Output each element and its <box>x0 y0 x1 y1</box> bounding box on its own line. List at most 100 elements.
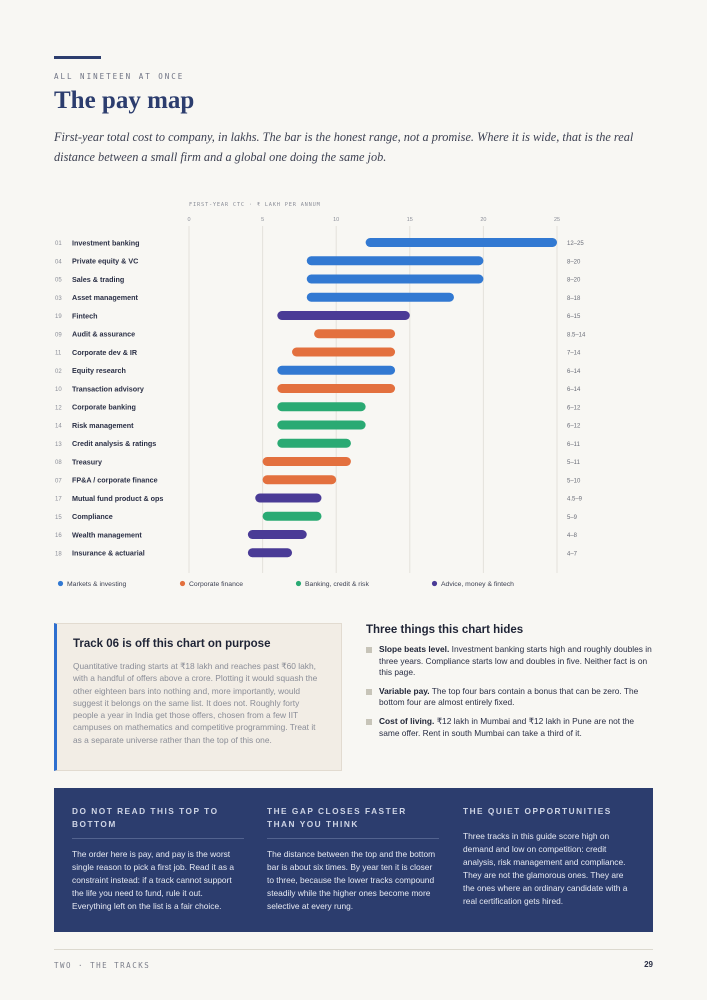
caveat-item: Cost of living. ₹12 lakh in Mumbai and ₹… <box>366 716 656 739</box>
x-tick-label: 20 <box>480 217 486 223</box>
legend-dot <box>431 580 438 587</box>
row-label: Treasury <box>72 457 102 466</box>
accent-line <box>54 56 101 59</box>
row-number: 02 <box>55 369 62 375</box>
row-number: 03 <box>55 296 62 302</box>
row-label: Audit & assurance <box>72 330 135 339</box>
range-bar <box>262 457 351 466</box>
x-tick-label: 10 <box>333 217 339 223</box>
caveats-title: Three things this chart hides <box>366 624 524 636</box>
range-label: 5–10 <box>567 478 581 484</box>
row-label: Sales & trading <box>72 275 124 284</box>
range-label: 6–11 <box>567 442 581 448</box>
row-number: 12 <box>55 405 62 411</box>
advice-band: DO NOT READ THIS TOP TO BOTTOM The order… <box>54 788 653 932</box>
callout-body: Quantitative trading starts at ₹18 lakh … <box>73 661 318 745</box>
column-heading: THE QUIET OPPORTUNITIES <box>463 806 612 816</box>
row-number: 09 <box>55 332 62 338</box>
caveat-lead: Variable pay. <box>379 685 430 696</box>
range-bar <box>292 347 396 357</box>
range-bar <box>306 256 484 266</box>
legend-label: Markets & investing <box>67 581 127 588</box>
caveat-item: Slope beats level. Investment banking st… <box>366 644 656 679</box>
range-bar <box>277 438 351 448</box>
row-label: Asset management <box>72 293 139 302</box>
range-bar <box>306 292 454 302</box>
x-tick-label: 15 <box>407 217 413 223</box>
range-bar <box>277 311 410 320</box>
row-number: 08 <box>55 460 62 466</box>
range-bar <box>247 530 307 539</box>
chart-caveats: Three things this chart hides Slope beat… <box>366 624 656 746</box>
track-06-callout: Track 06 is off this chart on purpose Qu… <box>54 623 342 771</box>
row-label: Mutual fund product & ops <box>72 494 163 503</box>
range-bar <box>277 402 366 412</box>
legend-dot <box>57 580 64 587</box>
pay-range-chart: FIRST-YEAR CTC · ₹ LAKH PER ANNUM 0 5 10 15 2… <box>55 202 586 588</box>
advice-column-1: DO NOT READ THIS TOP TO BOTTOM The order… <box>72 805 244 913</box>
advice-column-3: THE QUIET OPPORTUNITIES Three tracks in … <box>463 805 635 908</box>
column-heading: THE GAP CLOSES FASTER THAN YOU THINK <box>267 805 439 839</box>
row-number: 04 <box>55 259 62 265</box>
range-label: 12–25 <box>567 241 584 247</box>
range-bar <box>255 493 322 503</box>
legend-label: Corporate finance <box>189 581 243 588</box>
row-label: Compliance <box>72 512 113 521</box>
advice-column-2: THE GAP CLOSES FASTER THAN YOU THINK The… <box>267 805 439 913</box>
axis-title: FIRST-YEAR CTC · ₹ LAKH PER ANNUM <box>189 202 321 208</box>
range-bar <box>306 274 484 284</box>
range-label: 4.5–9 <box>567 497 583 503</box>
row-number: 18 <box>55 551 62 557</box>
range-label: 5–9 <box>567 515 578 521</box>
footer-divider <box>54 949 653 950</box>
range-label: 7–14 <box>567 351 581 357</box>
caveat-text: Investment banking starts high and rough… <box>379 644 652 678</box>
row-label: Equity research <box>72 366 126 375</box>
range-bar <box>277 365 396 375</box>
page-title: The pay map <box>54 87 195 114</box>
range-bar <box>365 238 557 247</box>
row-number: 17 <box>55 497 62 503</box>
range-label: 8–18 <box>567 296 581 302</box>
range-label: 8–20 <box>567 278 581 284</box>
row-number: 19 <box>55 314 62 320</box>
callout-title: Track 06 is off this chart on purpose <box>73 638 271 650</box>
footer-section-label: TWO · THE TRACKS <box>54 961 151 970</box>
x-tick-label: 0 <box>187 217 190 223</box>
row-number: 14 <box>55 424 62 430</box>
range-label: 6–12 <box>567 424 581 430</box>
range-label: 4–7 <box>567 551 578 557</box>
square-bullet-icon <box>366 718 372 725</box>
range-bar <box>262 511 322 521</box>
x-tick-label: 25 <box>554 217 560 223</box>
column-body: Three tracks in this guide score high on… <box>463 831 628 906</box>
range-label: 6–12 <box>567 405 581 411</box>
range-label: 8.5–14 <box>567 332 586 338</box>
row-number: 13 <box>55 442 62 448</box>
row-label: Investment banking <box>72 238 140 247</box>
range-bar <box>277 384 396 393</box>
row-number: 07 <box>55 478 62 484</box>
square-bullet-icon <box>366 647 372 653</box>
row-number: 11 <box>55 351 62 357</box>
row-number: 05 <box>55 278 62 284</box>
legend-dot <box>295 580 302 587</box>
row-label: Corporate dev & IR <box>72 348 138 357</box>
intro-text: First-year total cost to company, in lak… <box>54 130 634 164</box>
row-number: 01 <box>55 241 62 247</box>
caveat-lead: Cost of living. <box>379 715 435 726</box>
caveat-item: Variable pay. The top four bars contain … <box>366 686 656 709</box>
row-label: Transaction advisory <box>72 384 144 393</box>
range-label: 6–14 <box>567 369 581 375</box>
range-bar <box>277 420 366 430</box>
caveat-text: The top four bars contain a bonus that c… <box>379 685 639 708</box>
range-bar <box>247 548 293 558</box>
range-label: 8–20 <box>567 259 581 265</box>
row-label: Private equity & VC <box>72 257 138 266</box>
caveat-lead: Slope beats level. <box>379 644 450 654</box>
range-label: 4–8 <box>567 533 578 539</box>
range-label: 5–11 <box>567 460 581 466</box>
caveat-text: ₹12 lakh in Mumbai and ₹12 lakh in Pune … <box>379 715 635 738</box>
row-number: 10 <box>55 387 62 393</box>
range-label: 6–15 <box>567 314 581 320</box>
